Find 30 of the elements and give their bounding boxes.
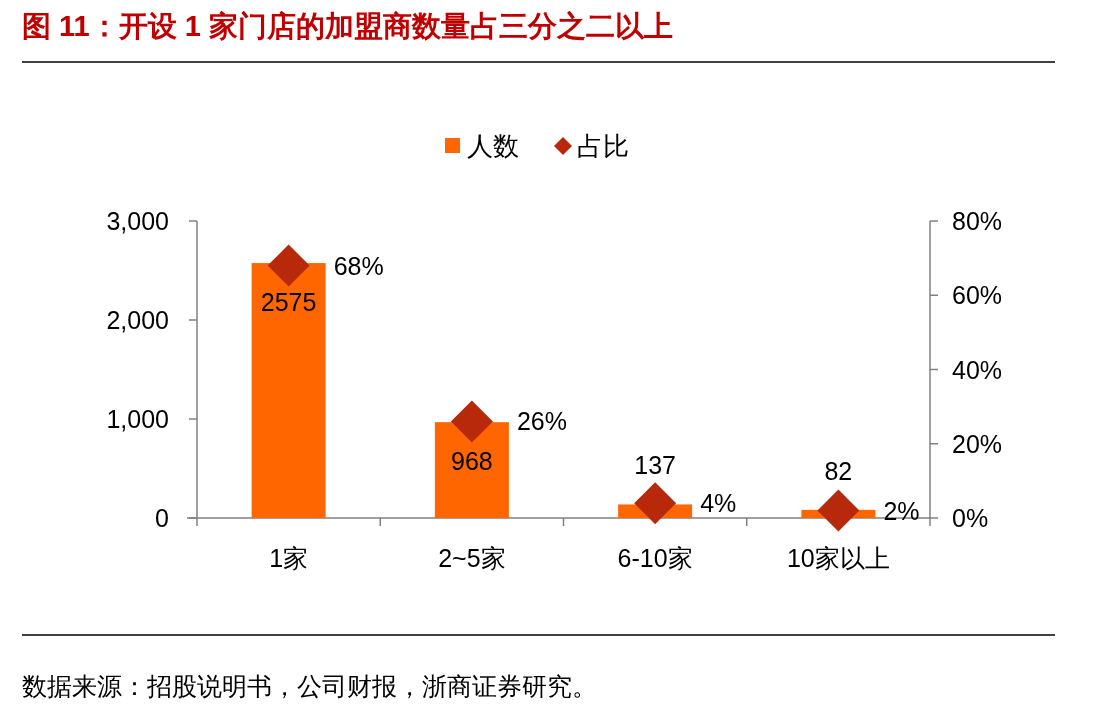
- bar: [251, 263, 326, 518]
- x-tick-label: 1家: [269, 544, 309, 572]
- x-tick-label: 2~5家: [438, 544, 506, 572]
- point: [450, 400, 493, 443]
- x-tick-label: 10家以上: [786, 544, 890, 572]
- legend-label: 人数: [467, 131, 519, 161]
- data-label: 968: [451, 447, 493, 476]
- y-tick-label: 0: [155, 504, 169, 532]
- chart-title: 图 11：开设 1 家门店的加盟商数量占三分之二以上: [22, 10, 673, 42]
- data-label: 2575: [260, 288, 317, 317]
- data-label: 68%: [333, 251, 384, 280]
- y2-tick-label: 60%: [952, 281, 1003, 310]
- data-label: 2%: [883, 496, 920, 525]
- source-note: 数据来源：招股说明书，公司财报，浙商证券研究。: [22, 672, 597, 700]
- y2-tick-label: 80%: [952, 207, 1003, 235]
- y-tick-label: 2,000: [106, 306, 169, 334]
- data-label: 26%: [516, 407, 567, 436]
- legend-label: 占比: [577, 131, 629, 161]
- data-label: 82: [824, 456, 853, 485]
- y2-tick-label: 0%: [952, 504, 989, 532]
- y2-tick-label: 40%: [952, 355, 1003, 384]
- y2-tick-label: 20%: [952, 429, 1003, 458]
- data-label: 137: [634, 451, 676, 480]
- y-tick-label: 3,000: [106, 207, 169, 235]
- y-tick-label: 1,000: [106, 405, 169, 433]
- point: [634, 482, 677, 525]
- data-label: 4%: [700, 489, 737, 518]
- x-tick-label: 6-10家: [617, 544, 693, 572]
- point: [817, 489, 860, 532]
- point: [267, 244, 310, 287]
